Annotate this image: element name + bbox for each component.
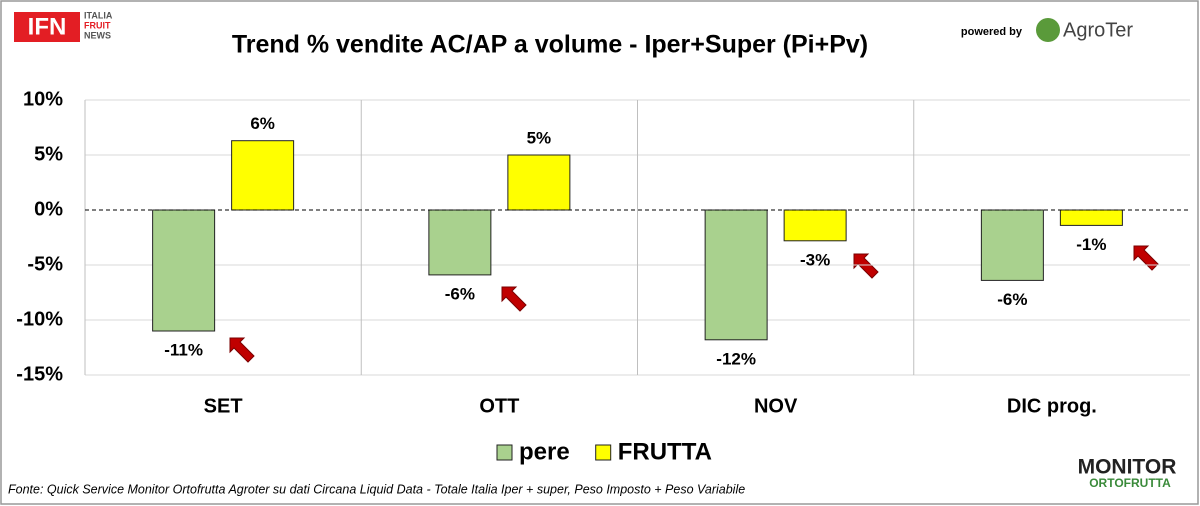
y-tick-label: 10% bbox=[23, 88, 63, 110]
powered-by: powered by bbox=[961, 26, 1023, 38]
agroter-logo: AgroTer bbox=[1063, 19, 1133, 41]
bar bbox=[783, 209, 847, 242]
y-tick-label: -10% bbox=[16, 308, 63, 330]
x-tick-label: NOV bbox=[754, 395, 798, 417]
x-tick-label: SET bbox=[204, 395, 243, 417]
legend-label: pere bbox=[519, 438, 570, 465]
chart-title: Trend % vendite AC/AP a volume - Iper+Su… bbox=[232, 31, 868, 59]
value-label: -12% bbox=[716, 349, 756, 368]
monitor-logo: MONITOR bbox=[1078, 456, 1177, 479]
arrow bbox=[229, 337, 255, 363]
agroter-icon bbox=[1036, 18, 1060, 42]
value-label: -11% bbox=[164, 340, 203, 359]
bar bbox=[704, 209, 768, 341]
value-label: -6% bbox=[445, 284, 475, 303]
y-tick-label: -5% bbox=[27, 253, 63, 275]
bar bbox=[152, 209, 216, 332]
bar bbox=[507, 154, 571, 211]
bar bbox=[1059, 209, 1123, 226]
arrow bbox=[1133, 245, 1159, 271]
x-tick-label: OTT bbox=[479, 395, 519, 417]
y-tick-label: 5% bbox=[34, 143, 63, 165]
ifn-sub: NEWS bbox=[84, 30, 111, 40]
ifn-sub: FRUIT bbox=[84, 20, 111, 30]
value-label: -1% bbox=[1076, 235, 1106, 254]
ifn-sub: ITALIA bbox=[84, 10, 113, 20]
arrow bbox=[853, 253, 879, 279]
arrow bbox=[501, 286, 527, 312]
value-label: -6% bbox=[997, 290, 1027, 309]
bar bbox=[980, 209, 1044, 281]
legend-swatch bbox=[496, 444, 513, 461]
value-label: 5% bbox=[527, 128, 552, 147]
ifn-logo-box bbox=[14, 12, 80, 42]
bar bbox=[231, 140, 295, 211]
monitor-sub: ORTOFRUTTA bbox=[1089, 476, 1171, 490]
legend-swatch bbox=[595, 444, 612, 461]
y-tick-label: 0% bbox=[34, 198, 63, 220]
source-note: Fonte: Quick Service Monitor Ortofrutta … bbox=[8, 482, 745, 496]
y-tick-label: -15% bbox=[16, 363, 63, 385]
legend-label: FRUTTA bbox=[618, 438, 712, 465]
ifn-logo: IFN bbox=[28, 13, 67, 40]
bar bbox=[428, 209, 492, 276]
value-label: 6% bbox=[250, 114, 275, 133]
x-tick-label: DIC prog. bbox=[1007, 395, 1097, 417]
value-label: -3% bbox=[800, 250, 830, 269]
arrows bbox=[229, 245, 1159, 363]
